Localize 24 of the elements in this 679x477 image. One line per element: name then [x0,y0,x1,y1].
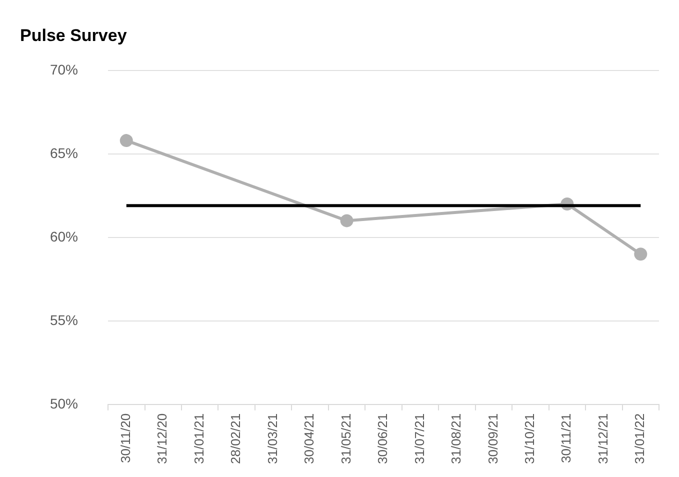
y-tick-label: 70% [50,61,78,78]
x-tick-label: 31/08/21 [448,413,464,464]
y-tick-label: 50% [50,395,78,412]
x-tick-label: 30/11/20 [118,413,133,464]
x-tick-label: 30/04/21 [302,413,317,464]
point [340,214,354,228]
x-tick-label: 31/12/21 [595,413,610,464]
x-tick-label: 31/01/22 [632,413,648,464]
x-tick-label: 30/06/21 [375,413,390,464]
point [120,134,133,148]
x-tick-label: 31/12/20 [154,413,170,464]
x-tick-label: 28/02/21 [228,413,244,464]
y-tick-label: 65% [50,144,78,161]
point [634,248,648,261]
y-tick-label: 55% [50,312,78,328]
x-tick-label: 30/09/21 [485,413,500,464]
x-tick-label: 31/05/21 [338,413,354,464]
y-tick-label: 60% [50,228,78,244]
chart-title: Pulse Survey [20,26,128,45]
x-tick-label: 31/03/21 [264,413,280,464]
x-tick-label: 31/07/21 [412,413,427,464]
x-tick-label: 31/01/21 [191,413,206,464]
x-tick-label: 30/11/21 [558,413,574,464]
x-tick-label: 31/10/21 [522,413,538,464]
